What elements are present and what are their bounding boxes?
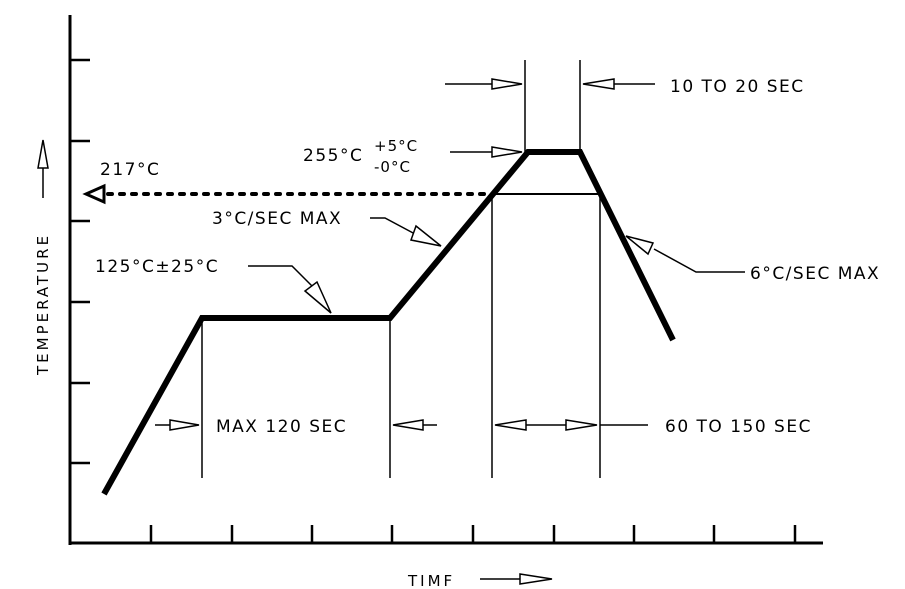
soak-time-label: MAX 120 SEC xyxy=(216,417,347,437)
cool-rate-label: 6°C/SEC MAX xyxy=(750,264,880,284)
tal-label: 60 TO 150 SEC xyxy=(665,417,812,437)
soak-temp-label: 125°C±25°C xyxy=(95,257,219,277)
liquidus-arrowhead-icon xyxy=(82,183,106,205)
arrow-right-icon xyxy=(565,419,598,431)
y-axis-title: TEMPERATURE xyxy=(34,233,52,376)
leaders xyxy=(37,78,745,585)
peak-temp-label: 255°C xyxy=(303,146,363,166)
cool-rate-leader xyxy=(653,248,745,273)
soak-temp-leader xyxy=(248,265,313,287)
arrow-left-icon xyxy=(392,419,424,431)
arrow-up-left-icon xyxy=(625,235,655,256)
ramp-rate-label: 3°C/SEC MAX xyxy=(212,209,342,229)
extension-lines xyxy=(201,60,601,478)
arrow-down-right-icon xyxy=(303,280,332,314)
ramp-rate-leader xyxy=(370,217,416,235)
arrow-right-icon xyxy=(491,78,523,90)
reflow-profile-curve xyxy=(101,149,676,496)
arrow-right-icon xyxy=(491,146,523,158)
arrow-left-icon xyxy=(494,419,527,431)
arrow-right-icon xyxy=(169,419,200,431)
liquidus-temp-label: 217°C xyxy=(100,160,160,180)
x-axis-title: TIMF xyxy=(407,572,455,589)
y-ticks xyxy=(70,58,90,465)
arrow-up-icon xyxy=(37,139,49,169)
arrow-left-icon xyxy=(582,78,615,90)
peak-dwell-label: 10 TO 20 SEC xyxy=(670,77,805,97)
peak-tol-minus: -0°C xyxy=(374,158,411,176)
arrow-down-right-icon xyxy=(410,224,442,247)
arrow-right-icon xyxy=(519,573,553,585)
peak-tol-plus: +5°C xyxy=(374,137,418,155)
x-ticks xyxy=(149,525,797,543)
axes xyxy=(68,15,823,545)
